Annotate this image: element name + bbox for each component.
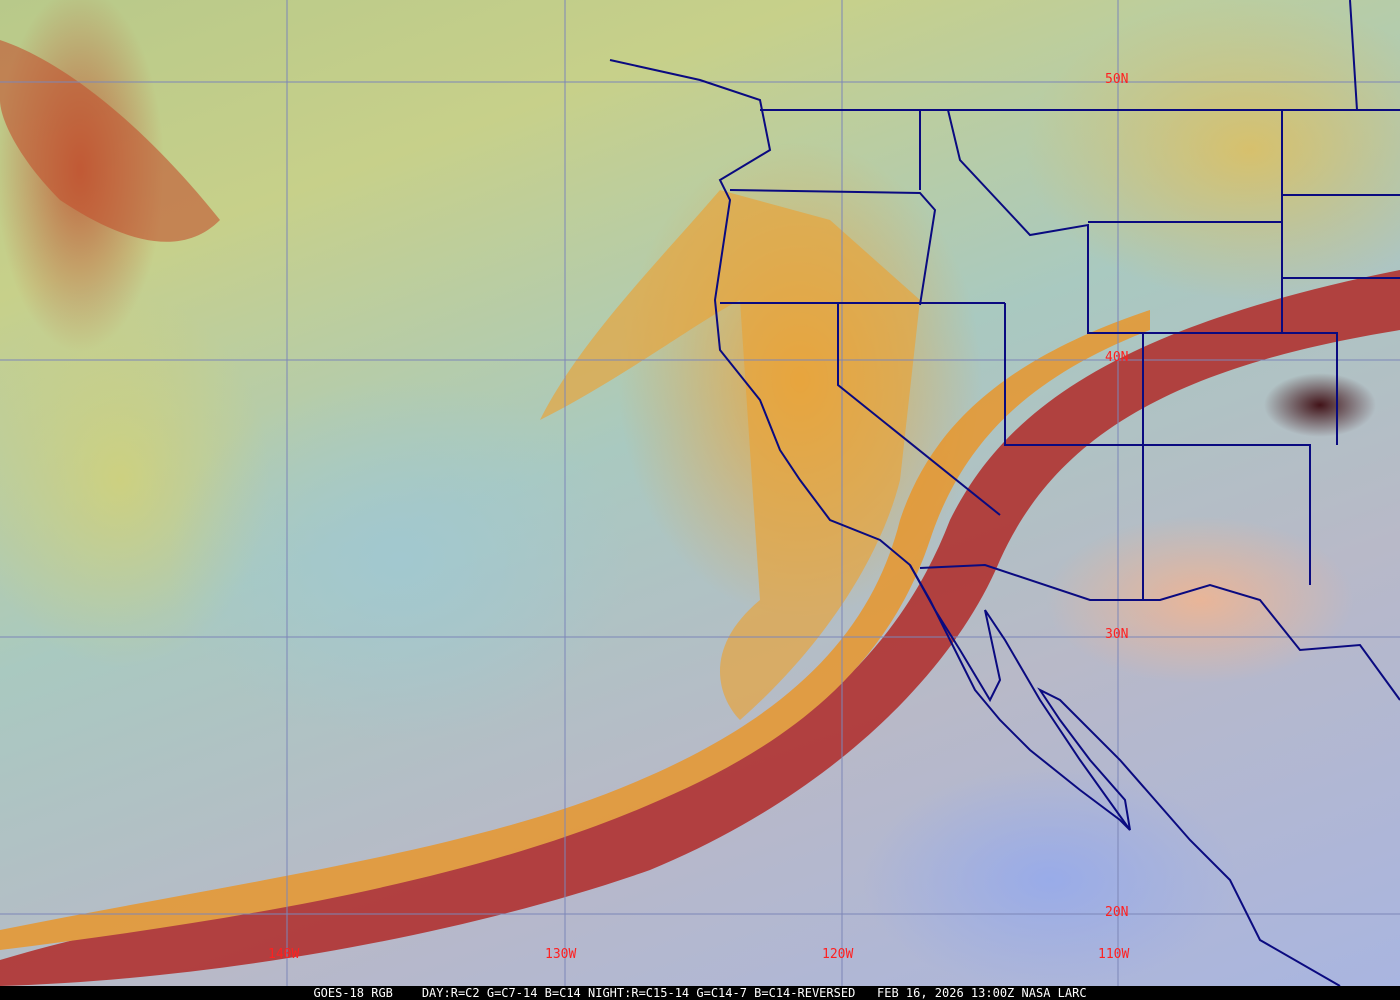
longitude-label-130w: 130W — [545, 947, 577, 962]
frontal-band — [0, 270, 1400, 986]
northwest-band — [0, 40, 220, 242]
longitude-label-110w: 110W — [1098, 947, 1130, 962]
caption-source: NASA LARC — [1021, 986, 1087, 1000]
longitude-label-140w: 140W — [268, 947, 300, 962]
caption-recipe: DAY:R=C2 G=C7-14 B=C14 NIGHT:R=C15-14 G=… — [421, 986, 856, 1000]
latitude-label-40n: 40N — [1105, 350, 1129, 365]
caption-satellite: GOES-18 RGB — [313, 986, 393, 1000]
cloud-bands — [0, 40, 1400, 986]
longitude-label-120w: 120W — [822, 947, 854, 962]
california-nevada — [837, 303, 1001, 516]
latitude-label-30n: 30N — [1105, 627, 1129, 642]
baja-peninsula — [909, 564, 1131, 831]
west-coastline — [609, 59, 1341, 986]
frontal-band-edge — [0, 310, 1150, 950]
idaho-montana — [919, 0, 1400, 445]
image-caption-bar: GOES-18 RGB DAY:R=C2 G=C7-14 B=C14 NIGHT… — [0, 986, 1400, 1000]
us-mexico-border — [919, 563, 1400, 701]
coastal-cloud — [540, 190, 920, 720]
latitude-label-20n: 20N — [1105, 905, 1129, 920]
latitude-label-50n: 50N — [1105, 72, 1129, 87]
caption-datetime: FEB 16, 2026 13:00Z — [877, 986, 1015, 1000]
nevada-utah-arizona — [1004, 303, 1311, 600]
washington-oregon — [729, 189, 937, 306]
borders — [609, 0, 1400, 986]
